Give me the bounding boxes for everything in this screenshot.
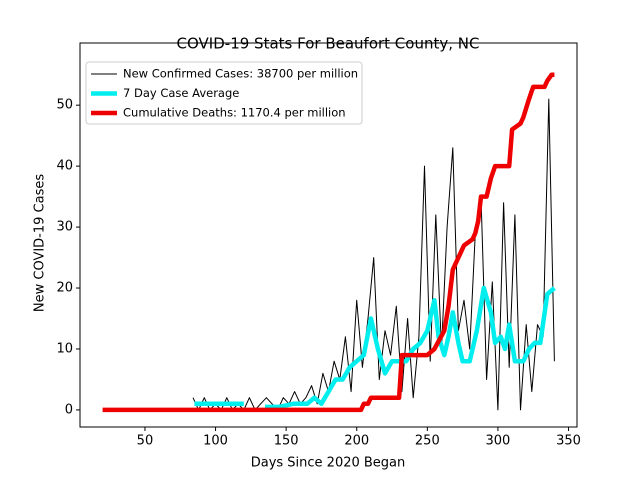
x-tick-label: 250: [415, 434, 440, 449]
legend-label: Cumulative Deaths: 1170.4 per million: [123, 106, 346, 120]
series-line: [102, 72, 555, 413]
y-tick-label: 10: [56, 341, 73, 356]
x-tick-label: 50: [137, 434, 154, 449]
plot-frame: [79, 42, 578, 428]
legend: New Confirmed Cases: 38700 per million 7 …: [85, 61, 363, 125]
x-tick-label: 300: [486, 434, 511, 449]
legend-label: New Confirmed Cases: 38700 per million: [123, 67, 358, 81]
series-line: [192, 98, 555, 411]
y-tick-label: 50: [56, 98, 73, 113]
y-tick-label: 20: [56, 281, 73, 296]
x-tick-label: 150: [274, 434, 299, 449]
x-tick-label: 200: [344, 434, 369, 449]
x-tick-label: 100: [203, 434, 228, 449]
x-tick-label: 350: [556, 434, 581, 449]
y-axis-label: New COVID-19 Cases: [33, 174, 48, 312]
legend-box: [85, 61, 363, 125]
legend-label: 7 Day Case Average: [123, 86, 239, 100]
y-tick-label: 30: [56, 220, 73, 235]
y-tick-label: 40: [56, 159, 73, 174]
chart-title: COVID-19 Stats For Beaufort County, NC: [177, 35, 480, 53]
x-axis-label: Days Since 2020 Began: [251, 456, 406, 471]
series-line: [194, 285, 556, 410]
y-tick-label: 0: [65, 402, 73, 417]
series-layer: [102, 72, 556, 413]
